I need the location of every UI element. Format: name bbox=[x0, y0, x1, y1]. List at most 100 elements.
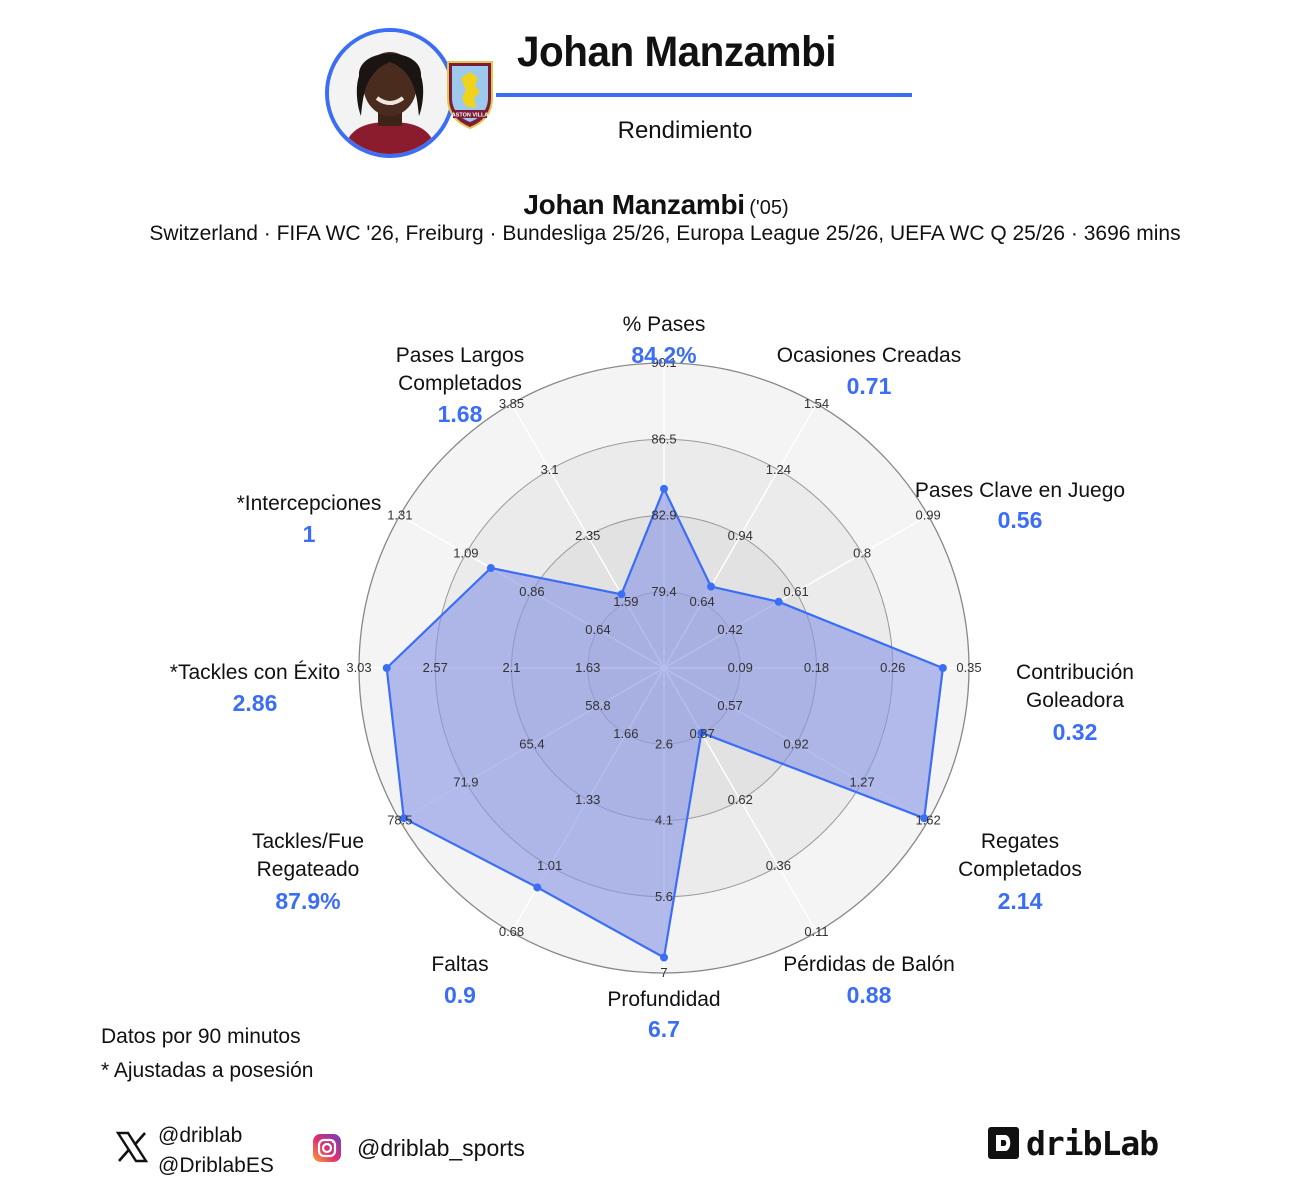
radar-point bbox=[707, 582, 716, 591]
radar-axis-label: Pases Clave en Juego bbox=[915, 479, 1125, 502]
radar-tick-label: 0.8 bbox=[853, 546, 871, 561]
radar-axis-label: Contribución bbox=[1016, 661, 1134, 684]
radar-tick-labels: 79.4 82.9 86.5 90.1 0.64 0.94 1.24 1.54 0.42 0.61… bbox=[346, 355, 981, 980]
radar-tick-label: 1.24 bbox=[766, 462, 791, 477]
radar-point bbox=[399, 814, 408, 823]
radar-tick-label: 82.9 bbox=[651, 508, 676, 523]
radar-tick-label: 71.9 bbox=[453, 774, 478, 789]
radar-tick-label: 65.4 bbox=[519, 736, 544, 751]
radar-tick-label: 2.6 bbox=[655, 736, 673, 751]
radar-tick-label: 3.1 bbox=[541, 462, 559, 477]
radar-tick-label: 2.35 bbox=[575, 528, 600, 543]
radar-point bbox=[533, 883, 542, 892]
radar-point bbox=[486, 564, 495, 573]
radar-point bbox=[697, 728, 706, 737]
radar-value-label: 2.14 bbox=[998, 888, 1043, 914]
radar-value-label: 0.9 bbox=[444, 982, 476, 1008]
radar-value-label: 6.7 bbox=[648, 1016, 680, 1042]
radar-tick-label: 2.1 bbox=[502, 660, 520, 675]
radar-tick-label: 0.94 bbox=[728, 528, 753, 543]
radar-tick-label: 0.35 bbox=[956, 660, 981, 675]
radar-axis-label: *Tackles con Éxito bbox=[170, 661, 340, 684]
radar-value-label: 1 bbox=[303, 521, 316, 547]
player-birth-year: ('05) bbox=[749, 197, 789, 219]
radar-tick-label: 5.6 bbox=[655, 889, 673, 904]
radar-value-label: 0.32 bbox=[1053, 719, 1098, 745]
radar-tick-label: 1.27 bbox=[849, 774, 874, 789]
radar-tick-label: 1.59 bbox=[613, 594, 638, 609]
instagram-handle[interactable]: @driblab_sports bbox=[357, 1135, 525, 1161]
instagram-icon[interactable] bbox=[312, 1133, 342, 1163]
radar-point bbox=[660, 953, 668, 962]
twitter-handle-main[interactable]: @driblab bbox=[158, 1124, 243, 1147]
radar-tick-label: 0.57 bbox=[717, 698, 742, 713]
radar-value-label: 87.9% bbox=[275, 888, 340, 914]
radar-value-label: 0.71 bbox=[847, 373, 892, 399]
radar-axis-label: Ocasiones Creadas bbox=[777, 344, 961, 367]
x-twitter-icon[interactable] bbox=[115, 1130, 149, 1164]
radar-value-label: 84.2% bbox=[631, 342, 696, 368]
radar-shape bbox=[382, 484, 947, 962]
radar-tick-label: 1.33 bbox=[575, 792, 600, 807]
radar-axis-label: Pases Largos bbox=[396, 344, 524, 367]
radar-tick-label: 0.26 bbox=[880, 660, 905, 675]
radar-axis-label: *Intercepciones bbox=[237, 492, 382, 515]
radar-axis-label: Pérdidas de Balón bbox=[783, 953, 955, 976]
radar-tick-label: 0.09 bbox=[728, 660, 753, 675]
adjusted-note: * Ajustadas a posesión bbox=[101, 1059, 314, 1082]
radar-tick-label: 1.31 bbox=[387, 508, 412, 523]
radar-value-label: 1.68 bbox=[438, 401, 483, 427]
aston-villa-crest-icon: ASTON VILLA bbox=[447, 61, 493, 130]
radar-tick-label: 0.87 bbox=[689, 726, 714, 741]
competitions-line: Switzerland · FIFA WC '26, Freiburg · Bu… bbox=[149, 222, 1181, 245]
radar-tick-label: 0.62 bbox=[728, 792, 753, 807]
radar-axis-label: Profundidad bbox=[607, 988, 720, 1011]
radar-axis-label: Regateado bbox=[257, 858, 360, 881]
radar-tick-label: 4.1 bbox=[655, 813, 673, 828]
per90-note: Datos por 90 minutos bbox=[101, 1025, 301, 1048]
player-info-line: Johan Manzambi ('05) bbox=[0, 189, 1312, 221]
radar-point bbox=[660, 484, 668, 493]
radar-tick-label: 1.63 bbox=[575, 660, 600, 675]
radar-tick-label: 3.03 bbox=[346, 660, 371, 675]
twitter-handle-es[interactable]: @DriblabES bbox=[158, 1154, 274, 1177]
radar-tick-label: 1.01 bbox=[537, 858, 562, 873]
radar-value-label: 2.86 bbox=[233, 690, 278, 716]
radar-tick-label: 1.66 bbox=[613, 726, 638, 741]
player-name: Johan Manzambi bbox=[523, 189, 745, 220]
radar-axis-label: Completados bbox=[398, 372, 522, 395]
page-subtitle: Rendimiento bbox=[617, 117, 753, 144]
radar-tick-label: 2.57 bbox=[423, 660, 448, 675]
radar-point bbox=[382, 664, 391, 672]
header-divider bbox=[496, 93, 912, 97]
radar-axis-label: Regates bbox=[981, 830, 1059, 853]
radar-tick-label: 0.42 bbox=[717, 622, 742, 637]
radar-tick-label: 0.86 bbox=[519, 584, 544, 599]
radar-tick-label: 3.85 bbox=[499, 396, 524, 411]
radar-tick-label: 0.36 bbox=[766, 858, 791, 873]
radar-axis-label: Tackles/Fue bbox=[252, 830, 364, 853]
radar-tick-label: 7 bbox=[660, 965, 667, 980]
radar-tick-label: 0.68 bbox=[499, 924, 524, 939]
player-photo bbox=[329, 32, 451, 154]
radar-tick-label: 1.62 bbox=[915, 813, 940, 828]
player-avatar bbox=[325, 28, 455, 158]
radar-axis-label: Faltas bbox=[431, 953, 488, 976]
radar-tick-label: 79.4 bbox=[651, 584, 676, 599]
radar-point bbox=[920, 814, 929, 823]
radar-value-label: 0.88 bbox=[847, 982, 892, 1008]
radar-tick-label: 0.11 bbox=[804, 924, 828, 939]
radar-axis-label: Goleadora bbox=[1026, 689, 1124, 712]
radar-tick-label: 0.18 bbox=[804, 660, 829, 675]
radar-tick-label: 0.64 bbox=[585, 622, 610, 637]
radar-tick-label: 1.54 bbox=[804, 396, 829, 411]
radar-tick-label: 0.61 bbox=[783, 584, 808, 599]
radar-tick-label: 90.1 bbox=[651, 355, 676, 370]
driblab-logo: dribLab bbox=[986, 1124, 1186, 1163]
radar-tick-label: 78.5 bbox=[387, 813, 412, 828]
radar-point bbox=[774, 597, 783, 606]
radar-point bbox=[938, 664, 947, 672]
page-title: Johan Manzambi bbox=[517, 28, 837, 76]
radar-point bbox=[617, 590, 626, 599]
